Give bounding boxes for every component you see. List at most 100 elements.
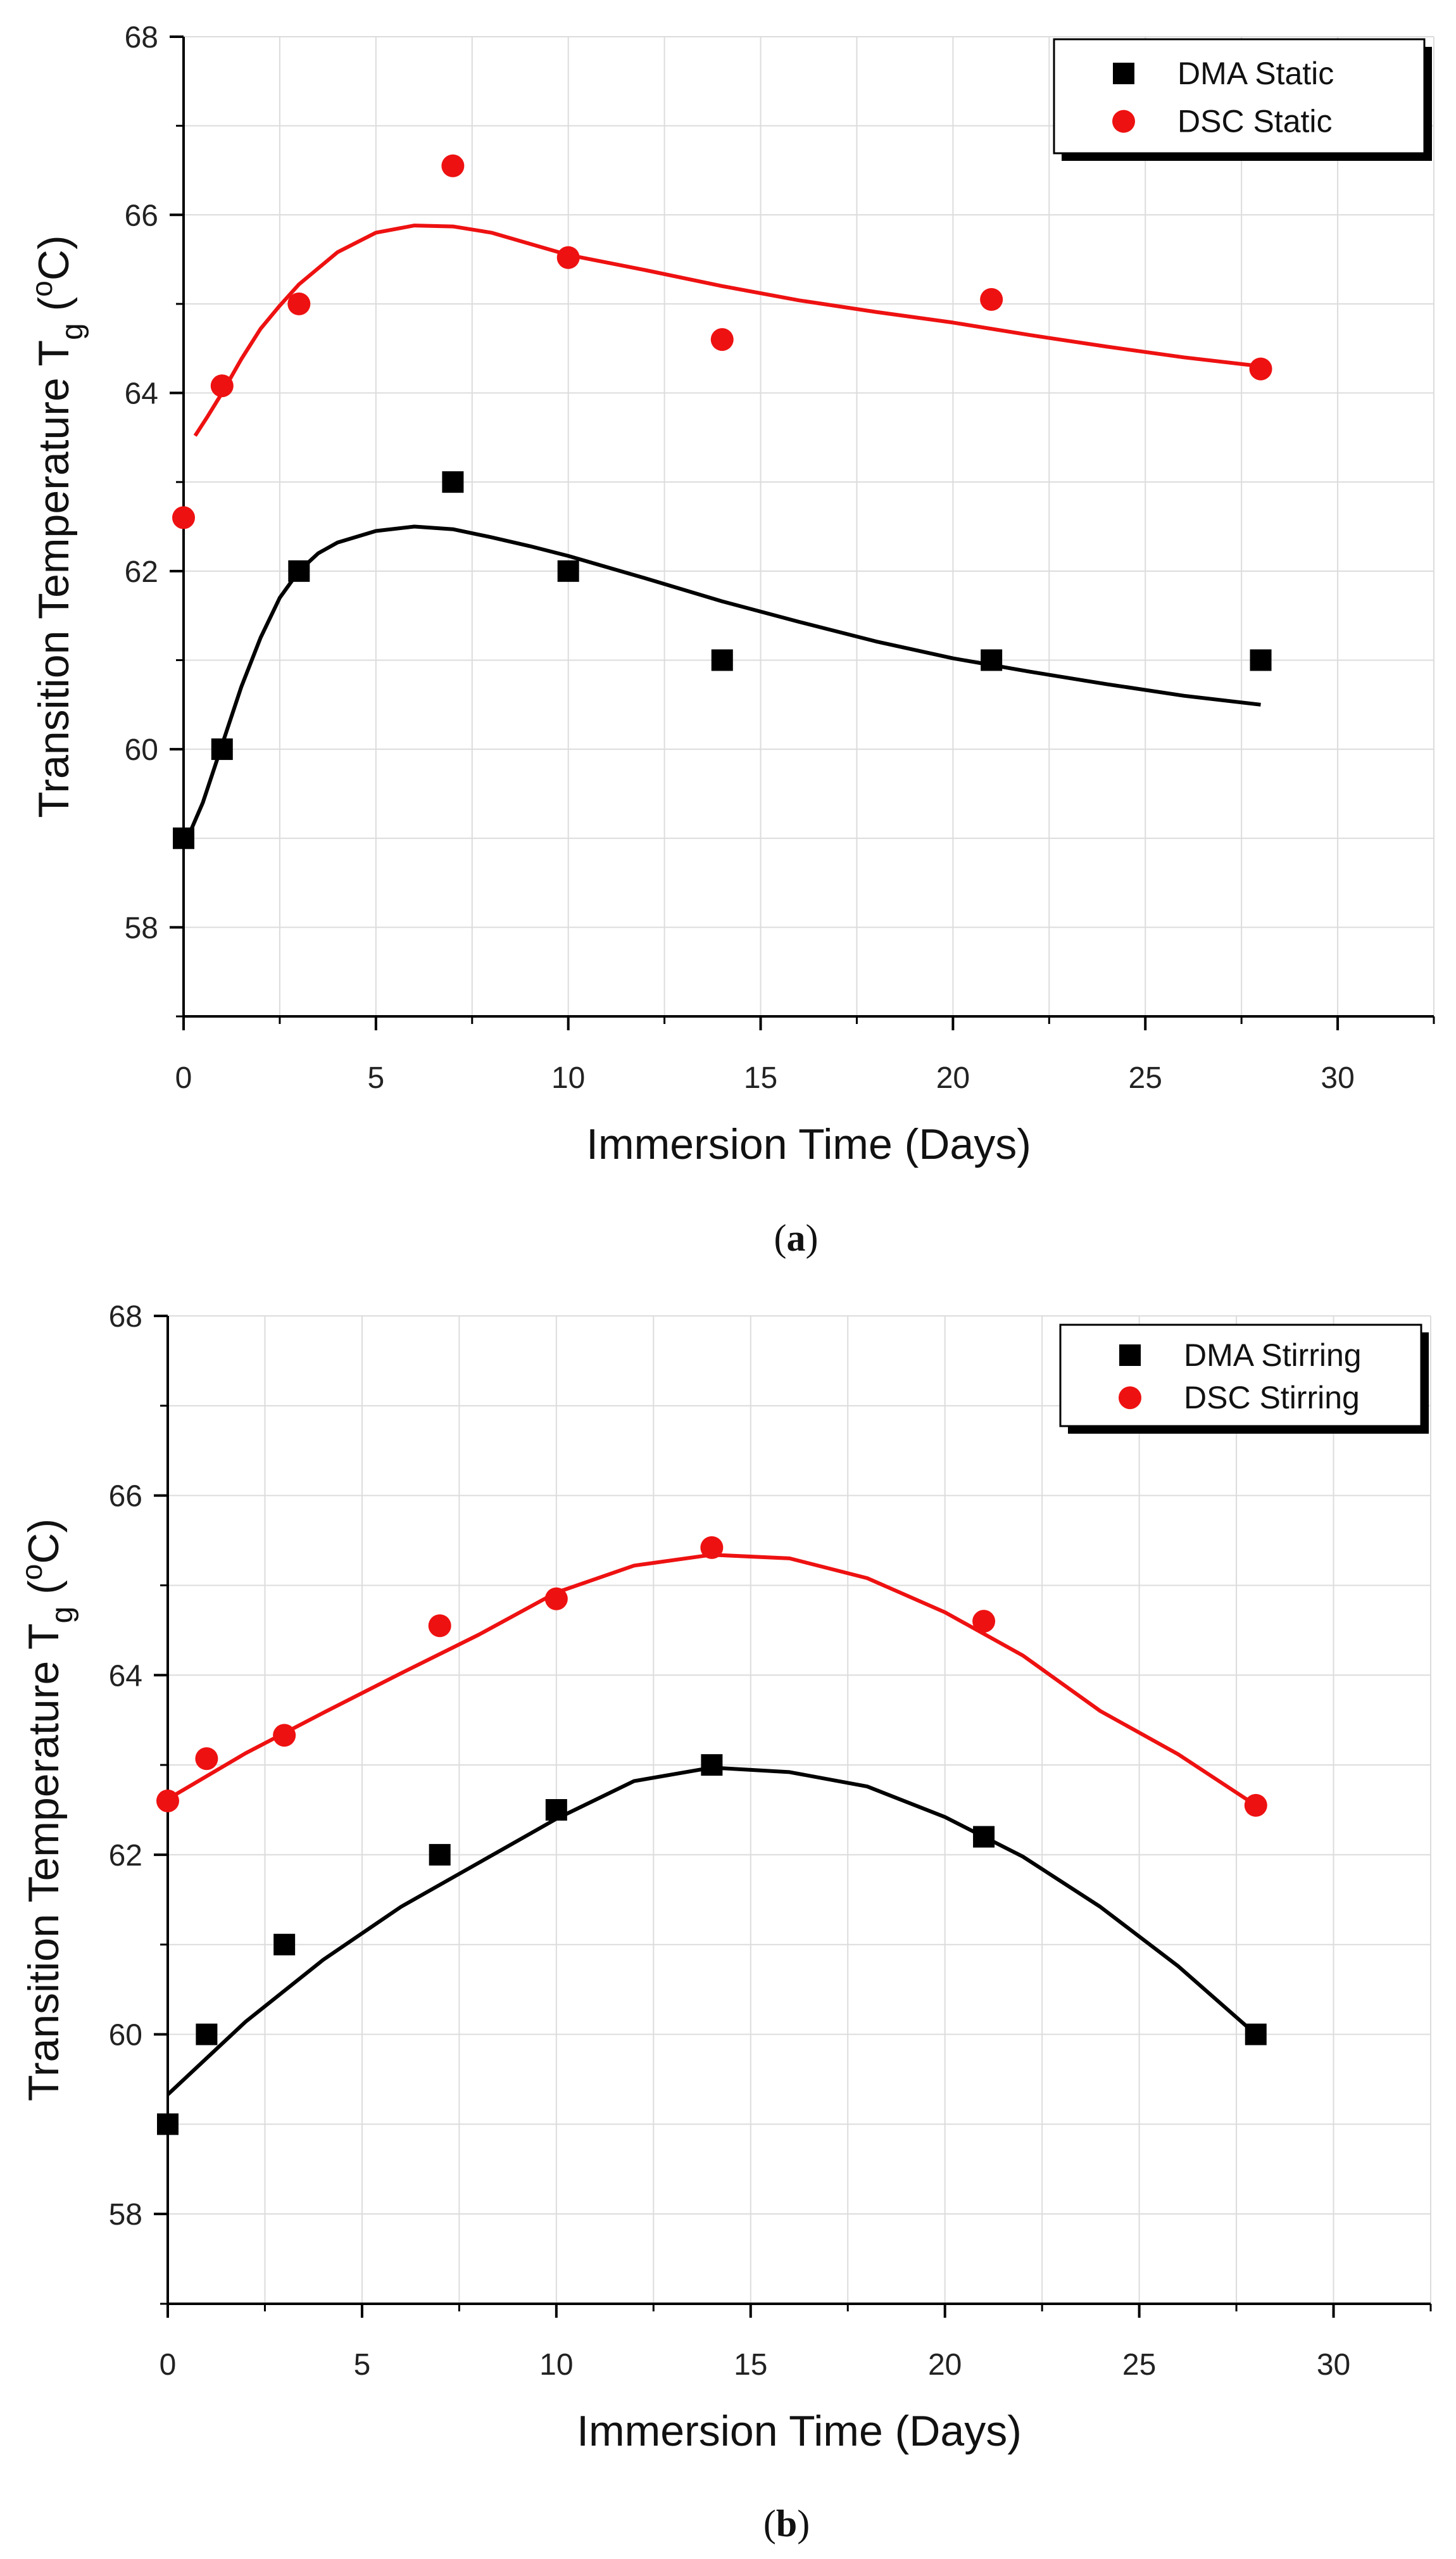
x-axis-label: Immersion Time (Days) [577,2407,1022,2455]
data-point-square [196,2023,218,2045]
series-dma-stirring [157,1754,1267,2135]
series-dsc-stirring [156,1536,1267,1817]
data-point-square [701,1754,723,1776]
fit-line [193,224,1261,437]
y-axis-label-end: C) [30,235,78,281]
x-tick-label: 15 [744,1061,777,1095]
legend: DMA Static DSC Static [1053,38,1432,161]
data-point-circle [156,1789,179,1812]
data-point-square [1250,649,1272,671]
x-tick-label: 25 [1122,2348,1156,2382]
y-tick-label: 66 [125,199,158,232]
data-point-square [557,560,579,582]
panel-caption: (b) [763,2503,810,2544]
data-point-square [288,560,310,582]
data-point-square [545,1799,567,1821]
y-axis-label-sub: g [46,1607,79,1624]
legend-box [1053,38,1426,155]
x-tick-label: 10 [551,1061,585,1095]
data-point-square [211,738,233,761]
y-axis-label-deg: o [15,1564,48,1581]
x-tick-label: 5 [354,2348,371,2382]
chart-panel-b: 0 5 10 15 20 25 30 58 60 62 64 66 68 Immersion Time (… [15,1300,1432,2544]
legend-label: DSC Static [1177,104,1333,139]
legend-marker-circle [1119,1386,1141,1410]
y-axis-label-unit: ( [30,296,78,323]
legend-label: DMA Static [1177,56,1334,91]
y-tick-label: 60 [109,2019,142,2052]
x-tick-label: 20 [928,2348,962,2382]
legend: DMA Stirring DSC Stirring [1059,1324,1429,1434]
x-tick-label: 10 [539,2348,573,2382]
y-axis-label: Transition Temperature Tg (oC) [15,1519,79,2101]
grid [168,1315,1431,2304]
series-dsc-static [172,154,1272,529]
data-point-square [973,1826,995,1848]
y-tick-label: 58 [109,2198,142,2232]
data-point-circle [441,154,465,177]
caption-open: ( [763,2503,776,2544]
y-tick-label: 64 [125,377,158,411]
legend-marker-circle [1112,110,1135,133]
y-tick-label: 62 [125,555,158,589]
data-point-square [273,1933,296,1956]
y-axis-label: Transition Temperature Tg (oC) [25,235,89,818]
data-point-circle [273,1724,296,1747]
caption-open: ( [774,1217,787,1259]
y-axis-label-end: C) [20,1519,68,1564]
data-point-circle [710,328,734,351]
caption-letter: b [776,2503,797,2544]
y-tick-label: 66 [109,1480,142,1513]
data-point-circle [1244,1793,1267,1817]
y-tick-label: 58 [125,911,158,945]
chart-panel-a: 0 5 10 15 20 25 30 58 60 62 64 66 68 Immersion Time (… [25,21,1435,1259]
x-tick-label: 5 [367,1061,384,1095]
legend-label: DMA Stirring [1184,1337,1362,1373]
data-point-square [1245,2023,1267,2045]
legend-marker-square [1113,63,1134,84]
y-tick-label: 68 [109,1300,142,1334]
y-axis-label-main: Transition Temperature T [30,340,78,818]
y-tick-label: 62 [109,1839,142,1873]
data-point-square [429,1843,451,1866]
data-point-square [442,471,464,493]
legend-marker-square [1119,1344,1141,1366]
y-tick-label: 60 [125,733,158,767]
fit-line [185,524,1261,839]
series-dma-static [173,471,1272,849]
data-point-circle [972,1610,996,1633]
fit-line [166,1766,1257,2096]
data-point-circle [287,292,311,315]
data-point-circle [172,506,195,529]
x-axis-label: Immersion Time (Days) [586,1120,1031,1168]
data-point-circle [210,374,234,398]
panel-caption: (a) [774,1217,819,1259]
data-point-square [173,827,194,849]
y-axis-label-unit: ( [20,1580,68,1607]
x-tick-label: 20 [936,1061,970,1095]
x-tick-label: 25 [1129,1061,1162,1095]
caption-letter: a [787,1217,806,1259]
legend-box [1059,1324,1422,1427]
y-axis-label-deg: o [25,281,58,297]
data-point-circle [1249,357,1272,381]
x-tick-label: 30 [1317,2348,1350,2382]
x-tick-label: 15 [734,2348,767,2382]
data-point-circle [428,1614,451,1638]
caption-close: ) [797,2503,810,2544]
y-tick-label: 68 [125,21,158,54]
x-tick-label: 0 [175,1061,192,1095]
y-axis-label-main: Transition Temperature T [20,1623,68,2101]
y-tick-label: 64 [109,1659,142,1693]
data-point-square [157,2113,179,2135]
data-point-circle [544,1587,568,1610]
data-point-square [981,649,1003,671]
caption-close: ) [806,1217,819,1259]
data-point-circle [195,1747,218,1771]
data-point-circle [700,1536,724,1559]
legend-label: DSC Stirring [1184,1380,1360,1415]
data-point-circle [980,287,1003,311]
x-tick-label: 0 [160,2348,177,2382]
grid [184,36,1434,1016]
